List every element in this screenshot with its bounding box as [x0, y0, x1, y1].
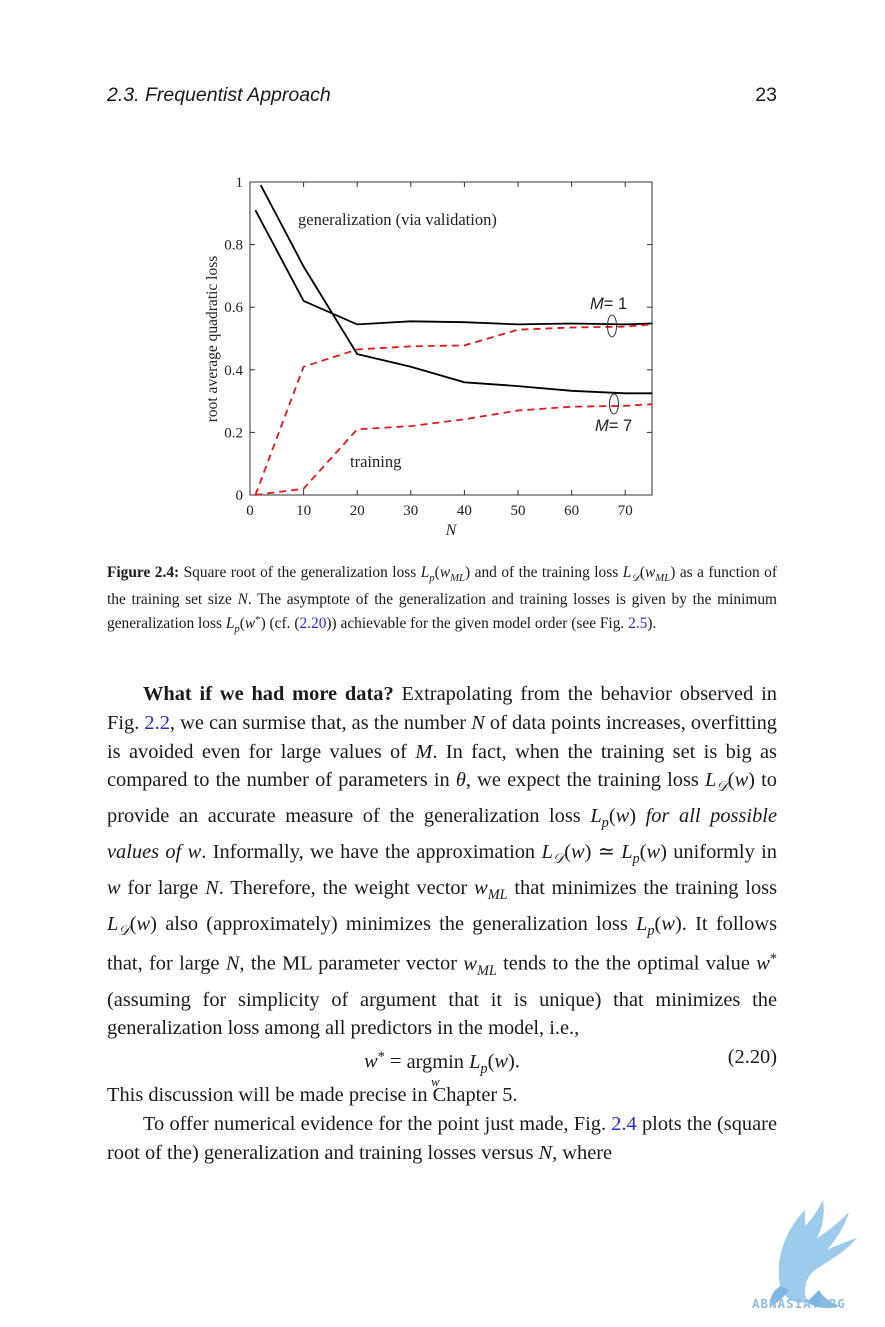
- fig-2-4-link[interactable]: 2.4: [611, 1112, 637, 1135]
- m7-bracket-ellipse: [609, 393, 619, 415]
- training-M1-line: [254, 323, 653, 496]
- equation-number: (2.20): [727, 1046, 777, 1069]
- x-tick-label: 40: [457, 503, 472, 519]
- m7-annotation: M= 7: [595, 417, 632, 435]
- y-tick-label: 0.2: [224, 425, 243, 441]
- x-tick-label: 60: [564, 503, 579, 519]
- series-layer: [254, 184, 653, 496]
- page-number: 23: [755, 84, 777, 106]
- training-M7-line: [255, 403, 653, 496]
- paragraph-2: This discussion will be made precise in …: [107, 1084, 518, 1107]
- generalization-M7-line: [259, 184, 652, 395]
- x-axis-label: N: [445, 522, 458, 539]
- y-tick-label: 1: [236, 175, 244, 191]
- x-tick-label: 30: [403, 503, 418, 519]
- y-axis-label: root average quadratic loss: [204, 256, 221, 423]
- plot-axes: 0 10 20 30 40 50 60 70 0 0.2 0.4 0.6 0.8 1: [224, 175, 653, 519]
- y-tick-label: 0.4: [224, 363, 243, 379]
- section-title: 2.3. Frequentist Approach: [107, 84, 331, 106]
- m1-bracket-ellipse: [607, 314, 617, 338]
- y-tick-label: 0.8: [224, 238, 243, 254]
- paragraph-1: What if we had more data? Extrapolating …: [107, 683, 778, 1040]
- x-tick-label: 70: [618, 503, 633, 519]
- body-text: What if we had more data? Extrapolating …: [107, 680, 777, 1167]
- watermark-text: ABNASIA.ORG: [752, 1296, 846, 1311]
- plot-frame: [249, 181, 653, 496]
- x-tick-label: 0: [246, 503, 254, 519]
- training-annotation: training: [350, 452, 401, 471]
- caption-label: Figure 2.4:: [107, 564, 180, 581]
- paragraph-3: To offer numerical evidence for the poin…: [107, 1112, 777, 1164]
- generalization-annotation: generalization (via validation): [298, 210, 497, 229]
- equation-2-20: w* = argmin w Lp(w). (2.20): [107, 1043, 777, 1088]
- watermark-logo: [770, 1200, 857, 1309]
- x-tick-label: 10: [296, 503, 311, 519]
- y-tick-label: 0.6: [224, 300, 243, 316]
- figure-caption: Figure 2.4: Square root of the generaliz…: [107, 564, 778, 635]
- x-tick-label: 50: [511, 503, 526, 519]
- fig-2-2-link[interactable]: 2.2: [144, 711, 170, 734]
- running-head: 2.3. Frequentist Approach 23: [107, 84, 777, 114]
- m1-annotation: M= 1: [590, 295, 627, 313]
- figure-2-4-chart: 0 10 20 30 40 50 60 70 0 0.2 0.4 0.6 0.8 1 generaliza…: [204, 175, 653, 539]
- figure-ref-link[interactable]: 2.5: [628, 614, 648, 632]
- equation-ref-link[interactable]: 2.20: [299, 614, 327, 632]
- x-tick-label: 20: [350, 503, 365, 519]
- y-tick-label: 0: [236, 488, 244, 504]
